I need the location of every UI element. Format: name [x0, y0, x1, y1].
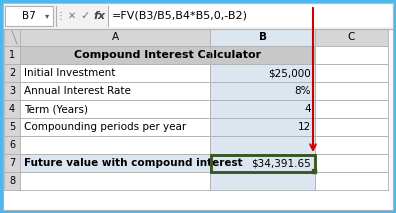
Bar — [315, 46, 388, 64]
Text: Compounding periods per year: Compounding periods per year — [24, 122, 186, 132]
Bar — [20, 46, 315, 64]
Text: 2: 2 — [9, 68, 15, 78]
Bar — [315, 64, 388, 82]
Bar — [315, 82, 388, 100]
Bar — [20, 64, 210, 82]
Bar — [210, 154, 315, 172]
Bar — [315, 136, 388, 154]
Text: 4: 4 — [305, 104, 311, 114]
Text: B: B — [259, 33, 267, 43]
Bar — [210, 100, 315, 118]
Text: 12: 12 — [298, 122, 311, 132]
Text: ▾: ▾ — [45, 12, 49, 20]
Bar — [20, 82, 210, 100]
Text: 1: 1 — [9, 50, 15, 60]
Text: Annual Interest Rate: Annual Interest Rate — [24, 86, 131, 96]
Bar — [4, 46, 20, 64]
Bar — [210, 29, 315, 46]
Text: 8%: 8% — [295, 86, 311, 96]
Bar — [20, 29, 210, 46]
Text: 6: 6 — [9, 140, 15, 150]
Bar — [20, 172, 210, 190]
Bar — [211, 154, 314, 171]
Bar — [3, 3, 393, 29]
Bar — [210, 64, 315, 82]
Text: ✓: ✓ — [80, 11, 89, 21]
Bar — [4, 154, 20, 172]
Bar — [210, 82, 315, 100]
Bar — [4, 64, 20, 82]
Bar — [4, 29, 20, 46]
Text: $25,000: $25,000 — [268, 68, 311, 78]
Text: =FV(B3/B5,B4*B5,0,-B2): =FV(B3/B5,B4*B5,0,-B2) — [112, 11, 248, 21]
Text: C: C — [348, 33, 355, 43]
Bar — [4, 82, 20, 100]
Text: Term (Years): Term (Years) — [24, 104, 88, 114]
Bar — [315, 154, 388, 172]
Bar — [210, 172, 315, 190]
Text: 7: 7 — [9, 158, 15, 168]
Text: Future value with compound interest: Future value with compound interest — [24, 158, 243, 168]
Text: 8: 8 — [9, 176, 15, 186]
Bar — [20, 118, 210, 136]
Bar — [315, 29, 388, 46]
Text: 3: 3 — [9, 86, 15, 96]
Text: $34,391.65: $34,391.65 — [251, 158, 311, 168]
Bar — [5, 6, 53, 26]
Bar — [20, 154, 210, 172]
Text: Compound Interest Calculator: Compound Interest Calculator — [74, 50, 261, 60]
Text: A: A — [111, 33, 118, 43]
Text: Initial Investment: Initial Investment — [24, 68, 115, 78]
Bar — [4, 100, 20, 118]
Text: B7: B7 — [22, 11, 36, 21]
Text: ✕: ✕ — [68, 11, 76, 21]
Text: fx: fx — [93, 11, 105, 21]
Text: 4: 4 — [9, 104, 15, 114]
Bar — [20, 136, 210, 154]
Text: 5: 5 — [9, 122, 15, 132]
Bar — [4, 118, 20, 136]
Bar — [315, 172, 388, 190]
Bar — [315, 118, 388, 136]
Bar — [20, 100, 210, 118]
Bar — [211, 154, 314, 171]
Bar — [315, 100, 388, 118]
Bar — [4, 136, 20, 154]
Text: ⋮: ⋮ — [56, 11, 66, 21]
Bar — [4, 172, 20, 190]
Bar — [210, 136, 315, 154]
Bar — [210, 118, 315, 136]
Bar — [109, 5, 392, 27]
